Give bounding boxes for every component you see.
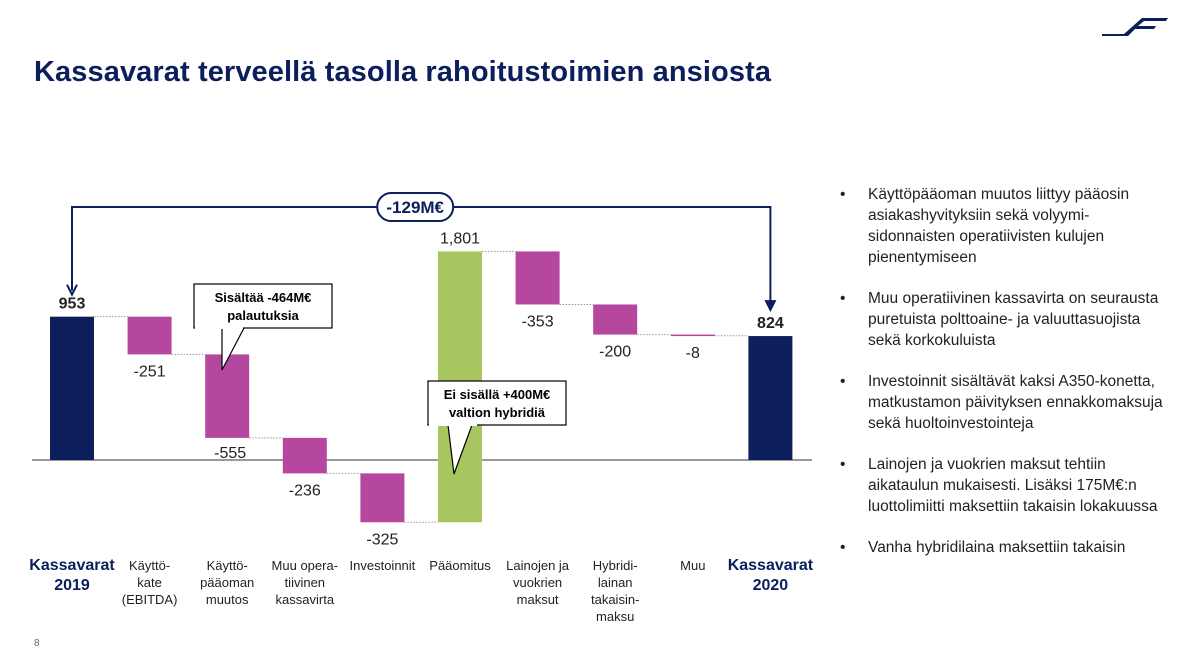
category-label: Pääomitus (429, 558, 491, 573)
category-label: muutos (206, 592, 249, 607)
data-label: -8 (686, 345, 700, 362)
bullet-item: • Muu operatiivinen kassavirta on seuraus… (836, 288, 1176, 351)
data-label: 1,801 (440, 230, 480, 247)
category-label: kassavirta (276, 592, 335, 607)
data-label: -251 (134, 363, 166, 380)
category-label: takaisin- (591, 592, 639, 607)
bar (360, 473, 405, 523)
callout-text: Sisältää -464M€ (215, 290, 312, 305)
bullet-dot-icon: • (840, 373, 846, 390)
category-label: kate (137, 575, 162, 590)
category-label: maksu (596, 609, 634, 624)
category-label: Kassavarat (29, 557, 115, 574)
category-label: 2019 (54, 577, 90, 594)
bullet-text: Vanha hybridilaina maksettiin takaisin (868, 539, 1126, 556)
data-label: -353 (522, 313, 554, 330)
data-label: 824 (757, 315, 784, 332)
callout-box (427, 380, 567, 426)
bridge-label-box (376, 192, 455, 222)
bullet-text: Käyttöpääoman muutos liittyy pääosin asi… (868, 186, 1130, 266)
waterfall-chart: 953 -251 -555 -236 -325 1,801 -353 -200 -8 824 Kas… (29, 192, 814, 624)
category-label: Käyttö- (129, 558, 170, 573)
bridge-label: -129M€ (386, 198, 444, 217)
bridge-arrowhead-icon (764, 300, 777, 313)
bullet-text: Investoinnit sisältävät kaksi A350-konet… (868, 373, 1163, 432)
data-label: -555 (214, 445, 246, 462)
category-label: maksut (517, 592, 559, 607)
category-label: Muu (680, 558, 705, 573)
data-label: -200 (599, 344, 631, 361)
bullet-dot-icon: • (840, 456, 846, 473)
callout-joint (429, 423, 477, 426)
callout-text: Ei sisällä +400M€ (444, 387, 551, 402)
bullet-item: • Lainojen ja vuokrien maksut tehtiin aik… (836, 454, 1176, 517)
bar (515, 251, 560, 305)
finnair-logo-icon (1102, 18, 1168, 36)
bar (593, 304, 638, 335)
callout-box (193, 283, 333, 329)
bar (670, 334, 715, 337)
bullet-dot-icon: • (840, 186, 846, 203)
category-label: Lainojen ja (506, 558, 570, 573)
callout: Sisältää -464M€ palautuksia (193, 283, 333, 371)
bar (282, 437, 327, 474)
bullet-item: • Käyttöpääoman muutos liittyy pääosin as… (836, 184, 1176, 268)
bullet-dot-icon: • (840, 290, 846, 307)
bar (205, 354, 250, 438)
bridge-arrow-start (66, 284, 78, 297)
callout-joint (195, 326, 243, 329)
category-label: (EBITDA) (122, 592, 178, 607)
category-label: lainan (598, 575, 633, 590)
bridge-bracket (71, 206, 772, 309)
data-label: 953 (59, 296, 86, 313)
bullet-item: • Vanha hybridilaina maksettiin takaisin (836, 537, 1176, 558)
category-label: Kassavarat (728, 557, 814, 574)
bullet-text: Muu operatiivinen kassavirta on seuraust… (868, 290, 1159, 349)
category-label: Investoinnit (350, 558, 416, 573)
bullet-list: • Käyttöpääoman muutos liittyy pääosin as… (836, 184, 1176, 578)
category-label: 2020 (753, 577, 789, 594)
page-title: Kassavarat terveellä tasolla rahoitustoi… (34, 56, 772, 88)
category-label: Käyttö- (207, 558, 248, 573)
bullet-dot-icon: • (840, 539, 846, 556)
category-label: Muu opera- (272, 558, 338, 573)
bar (748, 336, 793, 460)
bar (127, 316, 172, 355)
data-label: -325 (366, 531, 398, 548)
page-number: 8 (34, 638, 40, 649)
bar (50, 316, 94, 460)
bullet-text: Lainojen ja vuokrien maksut tehtiin aika… (868, 456, 1158, 515)
category-label: Hybridi- (593, 558, 638, 573)
callout-text: palautuksia (227, 308, 299, 323)
callout: Ei sisällä +400M€ valtion hybridiä (427, 380, 567, 475)
category-label: vuokrien (513, 575, 562, 590)
category-label: tiivinen (285, 575, 325, 590)
category-label: pääoman (200, 575, 254, 590)
bullet-item: • Investoinnit sisältävät kaksi A350-kone… (836, 371, 1176, 434)
data-label: -236 (289, 482, 321, 499)
callout-text: valtion hybridiä (449, 405, 546, 420)
